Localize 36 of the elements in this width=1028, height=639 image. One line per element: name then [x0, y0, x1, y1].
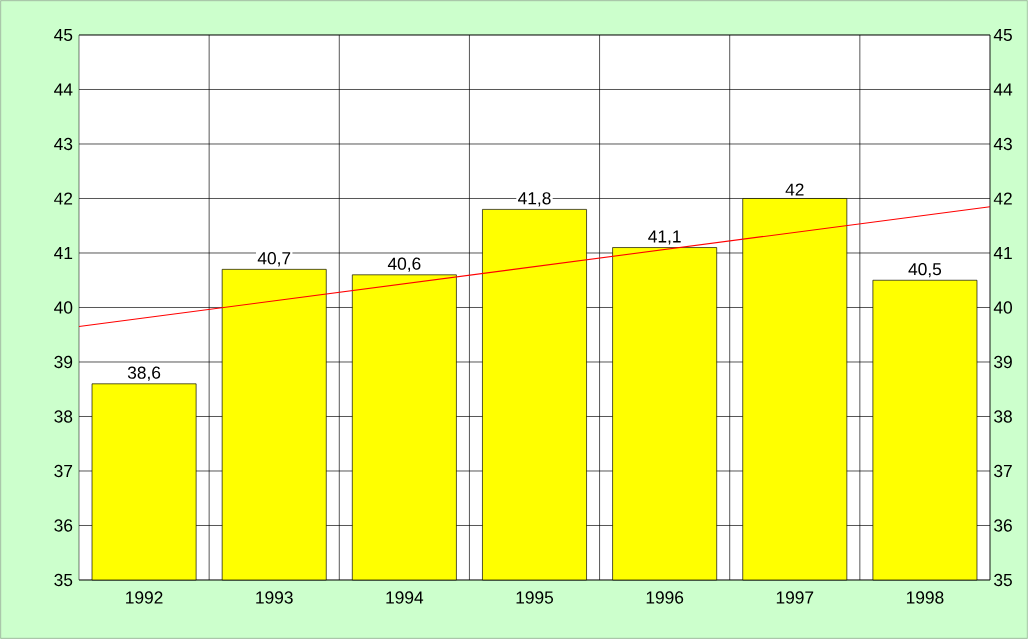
data-label: 42: [785, 183, 804, 196]
y2-tick-label: 41: [993, 247, 1012, 259]
data-label: 38,6: [127, 366, 161, 381]
x-tick-label: 1995: [516, 591, 554, 604]
y2-tick-label: 45: [993, 28, 1012, 42]
y-tick-label: 41: [54, 247, 73, 259]
x-tick-label: 1992: [126, 591, 163, 604]
y2-tick-label: 37: [994, 464, 1012, 478]
y2-tick-label: 38: [994, 410, 1012, 423]
y-tick-label: 44: [54, 83, 73, 96]
y-tick-label: 40: [54, 301, 73, 314]
y-tick-label: 36: [54, 519, 73, 532]
y2-tick-label: 42: [993, 192, 1012, 205]
data-label: 41,8: [518, 192, 551, 207]
x-tick-label: 1997: [776, 591, 814, 604]
y2-tick-label: 36: [994, 519, 1012, 532]
y-tick-label: 45: [54, 28, 73, 42]
x-tick-label: 1996: [646, 591, 684, 604]
x-tick-label: 1994: [386, 591, 424, 604]
y2-tick-label: 39: [994, 355, 1012, 369]
y-tick-label: 39: [54, 355, 73, 369]
y-tick-label: 37: [54, 464, 73, 478]
y-tick-label: 35: [54, 573, 73, 587]
y-tick-label: 43: [54, 137, 73, 151]
y2-tick-label: 43: [993, 137, 1012, 151]
data-label: 41,1: [648, 230, 681, 245]
data-label: 40,5: [908, 262, 942, 278]
y2-tick-label: 35: [994, 573, 1012, 587]
x-tick-label: 1998: [906, 591, 944, 604]
data-label: 40,7: [257, 252, 291, 267]
y-tick-label: 42: [54, 192, 73, 205]
data-label: 40,6: [387, 257, 421, 272]
y-tick-label: 38: [54, 410, 73, 423]
y2-tick-label: 44: [993, 83, 1013, 96]
x-tick-label: 1993: [256, 591, 293, 604]
y2-tick-label: 40: [993, 301, 1012, 314]
